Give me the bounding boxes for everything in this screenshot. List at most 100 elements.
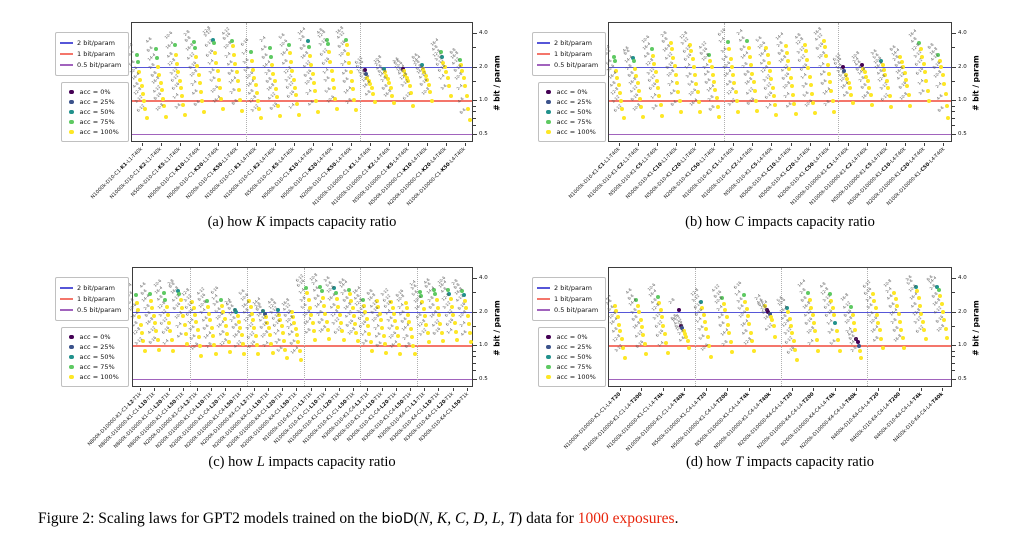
group-divider [695,268,696,386]
scatter-point [159,88,164,93]
scatter-point [425,331,430,336]
y-tick-label: 0.5 [479,376,488,383]
ref-line-2-bit-per-param [609,66,951,69]
scatter-point [746,45,751,50]
point-label: 1-4 [656,340,665,349]
point-label: 2-8 [228,86,237,95]
legend-label: acc = 25% [79,342,115,351]
y-tick-mark [473,134,477,136]
scatter-point [791,339,796,344]
scatter-point [763,303,768,308]
scatter-point [275,308,280,313]
point-label: 1-4 [437,73,446,82]
scatter-point [294,93,298,98]
scatter-point [322,303,327,308]
scatter-point [807,74,812,79]
scatter-point [137,70,141,75]
x-tick-mark [407,143,409,146]
scatter-point [725,322,730,327]
scatter-point [940,73,945,78]
y-axis-label: # bit / param [492,300,502,356]
point-label: 1-4 [717,36,727,45]
scatter-point [915,289,920,294]
scatter-point [787,316,792,321]
x-tick-mark [452,388,454,391]
legend-row: acc = 0% [543,334,601,341]
scatter-point [276,312,281,317]
scatter-point [816,349,821,354]
scatter-point [788,75,793,80]
scatter-point [161,290,166,295]
scatter-point [199,90,203,95]
scatter-point [157,73,162,78]
scatter-point [732,80,737,85]
scatter-point [808,82,813,87]
scatter-point [811,100,816,105]
scatter-point [616,83,621,88]
scatter-point [860,63,864,68]
scatter-point [464,306,469,311]
dot-swatch [546,334,551,340]
legend-label: acc = 0% [79,332,111,341]
scatter-point [267,45,272,50]
point-label: 2-8 [379,75,388,84]
x-tick-mark [154,388,156,391]
scatter-point [423,73,428,78]
scatter-point [652,61,657,66]
scatter-point [747,321,752,326]
scatter-point [789,84,794,89]
scatter-point [233,61,238,66]
scatter-point [295,333,300,338]
scatter-point [939,65,944,70]
scatter-point [337,312,342,317]
point-label: 4-6 [175,330,184,339]
scatter-point [207,311,212,316]
scatter-point [343,38,348,43]
scatter-point [698,299,703,304]
scatter-point [165,312,170,317]
scatter-point [233,308,238,313]
point-label: 4-6 [305,98,315,107]
scatter-point [311,80,316,85]
x-tick-mark [466,388,468,391]
scatter-point [922,328,927,333]
scatter-point [367,332,372,336]
scatter-point [347,60,352,65]
scatter-point [945,335,950,340]
scatter-point [152,321,157,326]
scatter-point [140,331,145,336]
scatter-point [713,87,718,92]
x-tick-mark [813,388,815,391]
y-tick-mark [952,379,956,381]
legend-label: 2 bit/param [77,38,115,47]
x-tick-mark [196,388,198,391]
scatter-point [938,294,943,299]
scatter-point [428,90,433,95]
group-divider [781,268,782,386]
point-label: 10-8 [419,86,430,96]
scatter-point [446,287,451,292]
x-tick-mark [770,388,772,391]
y-tick-mark [952,345,956,347]
scatter-point [700,305,705,310]
legend-row: acc = 75% [66,364,124,371]
scatter-point [793,348,798,352]
scatter-point [923,337,928,342]
scatter-point [426,340,431,345]
scatter-point [289,59,293,64]
group-divider [246,23,247,141]
scatter-point [134,52,139,57]
point-label: 2-4 [372,322,381,331]
scatter-point [180,94,184,99]
scatter-point [621,116,626,121]
scatter-point [403,73,408,78]
x-tick-mark [464,143,466,146]
scatter-point [176,70,181,75]
dot-swatch [546,344,551,350]
scatter-point [410,104,415,109]
scatter-point [824,53,829,58]
scatter-point [291,315,296,320]
scatter-point [865,79,870,84]
legend-label: acc = 0% [556,332,588,341]
legend-row: 2 bit/param [537,40,601,47]
